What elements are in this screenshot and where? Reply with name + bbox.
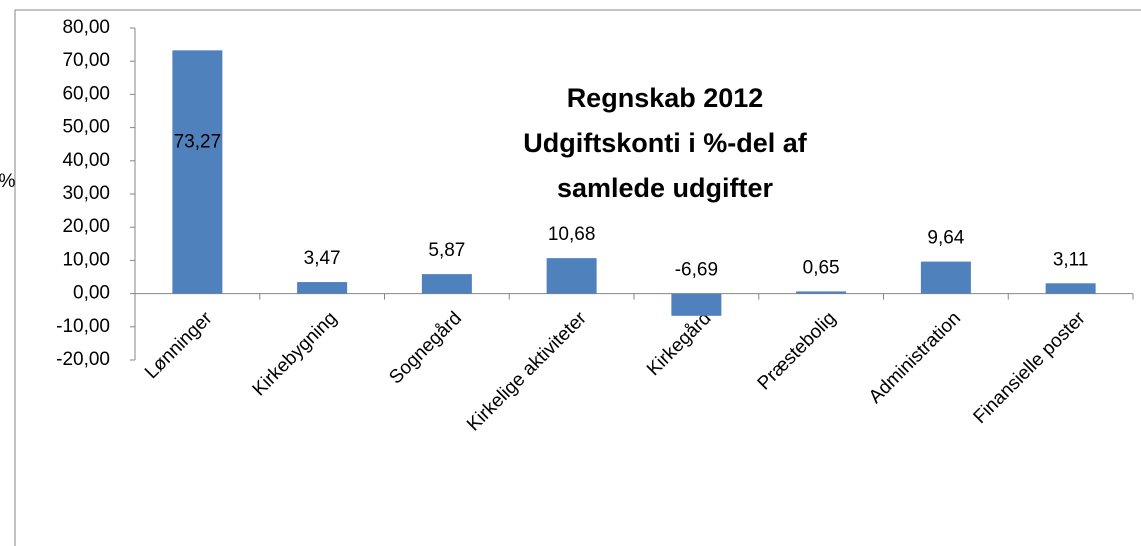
y-tick-label: 40,00 <box>62 150 110 171</box>
data-label: 9,64 <box>927 228 964 249</box>
bar <box>920 261 971 294</box>
data-label: 10,68 <box>548 224 596 245</box>
y-tick-label: 80,00 <box>62 17 110 38</box>
y-tick-label: 70,00 <box>62 50 110 71</box>
y-tick-label: 10,00 <box>62 249 110 270</box>
bar <box>546 258 597 294</box>
data-label: 3,47 <box>304 248 341 269</box>
data-label: -6,69 <box>675 260 718 281</box>
y-tick-label: 60,00 <box>62 83 110 104</box>
chart-title: samlede udgifter <box>557 173 774 203</box>
bar <box>796 291 847 294</box>
chart-title: Udgiftskonti i %-del af <box>523 128 808 158</box>
bar <box>1045 283 1096 294</box>
y-tick-label: 50,00 <box>62 117 110 138</box>
chart-title: Regnskab 2012 <box>567 83 764 113</box>
bar <box>671 293 722 316</box>
y-tick-label: 30,00 <box>62 183 110 204</box>
data-label: 0,65 <box>803 257 840 278</box>
y-tick-label: 20,00 <box>62 216 110 237</box>
y-tick-label: 0,00 <box>73 283 110 304</box>
y-tick-label: -10,00 <box>56 316 110 337</box>
data-label: 5,87 <box>428 240 465 261</box>
y-tick-label: -20,00 <box>56 349 110 370</box>
data-label: 73,27 <box>174 131 222 152</box>
y-axis-label: % <box>0 171 16 192</box>
bar <box>297 282 348 294</box>
bar <box>421 274 472 294</box>
bar <box>172 50 223 294</box>
data-label: 3,11 <box>1053 249 1089 270</box>
